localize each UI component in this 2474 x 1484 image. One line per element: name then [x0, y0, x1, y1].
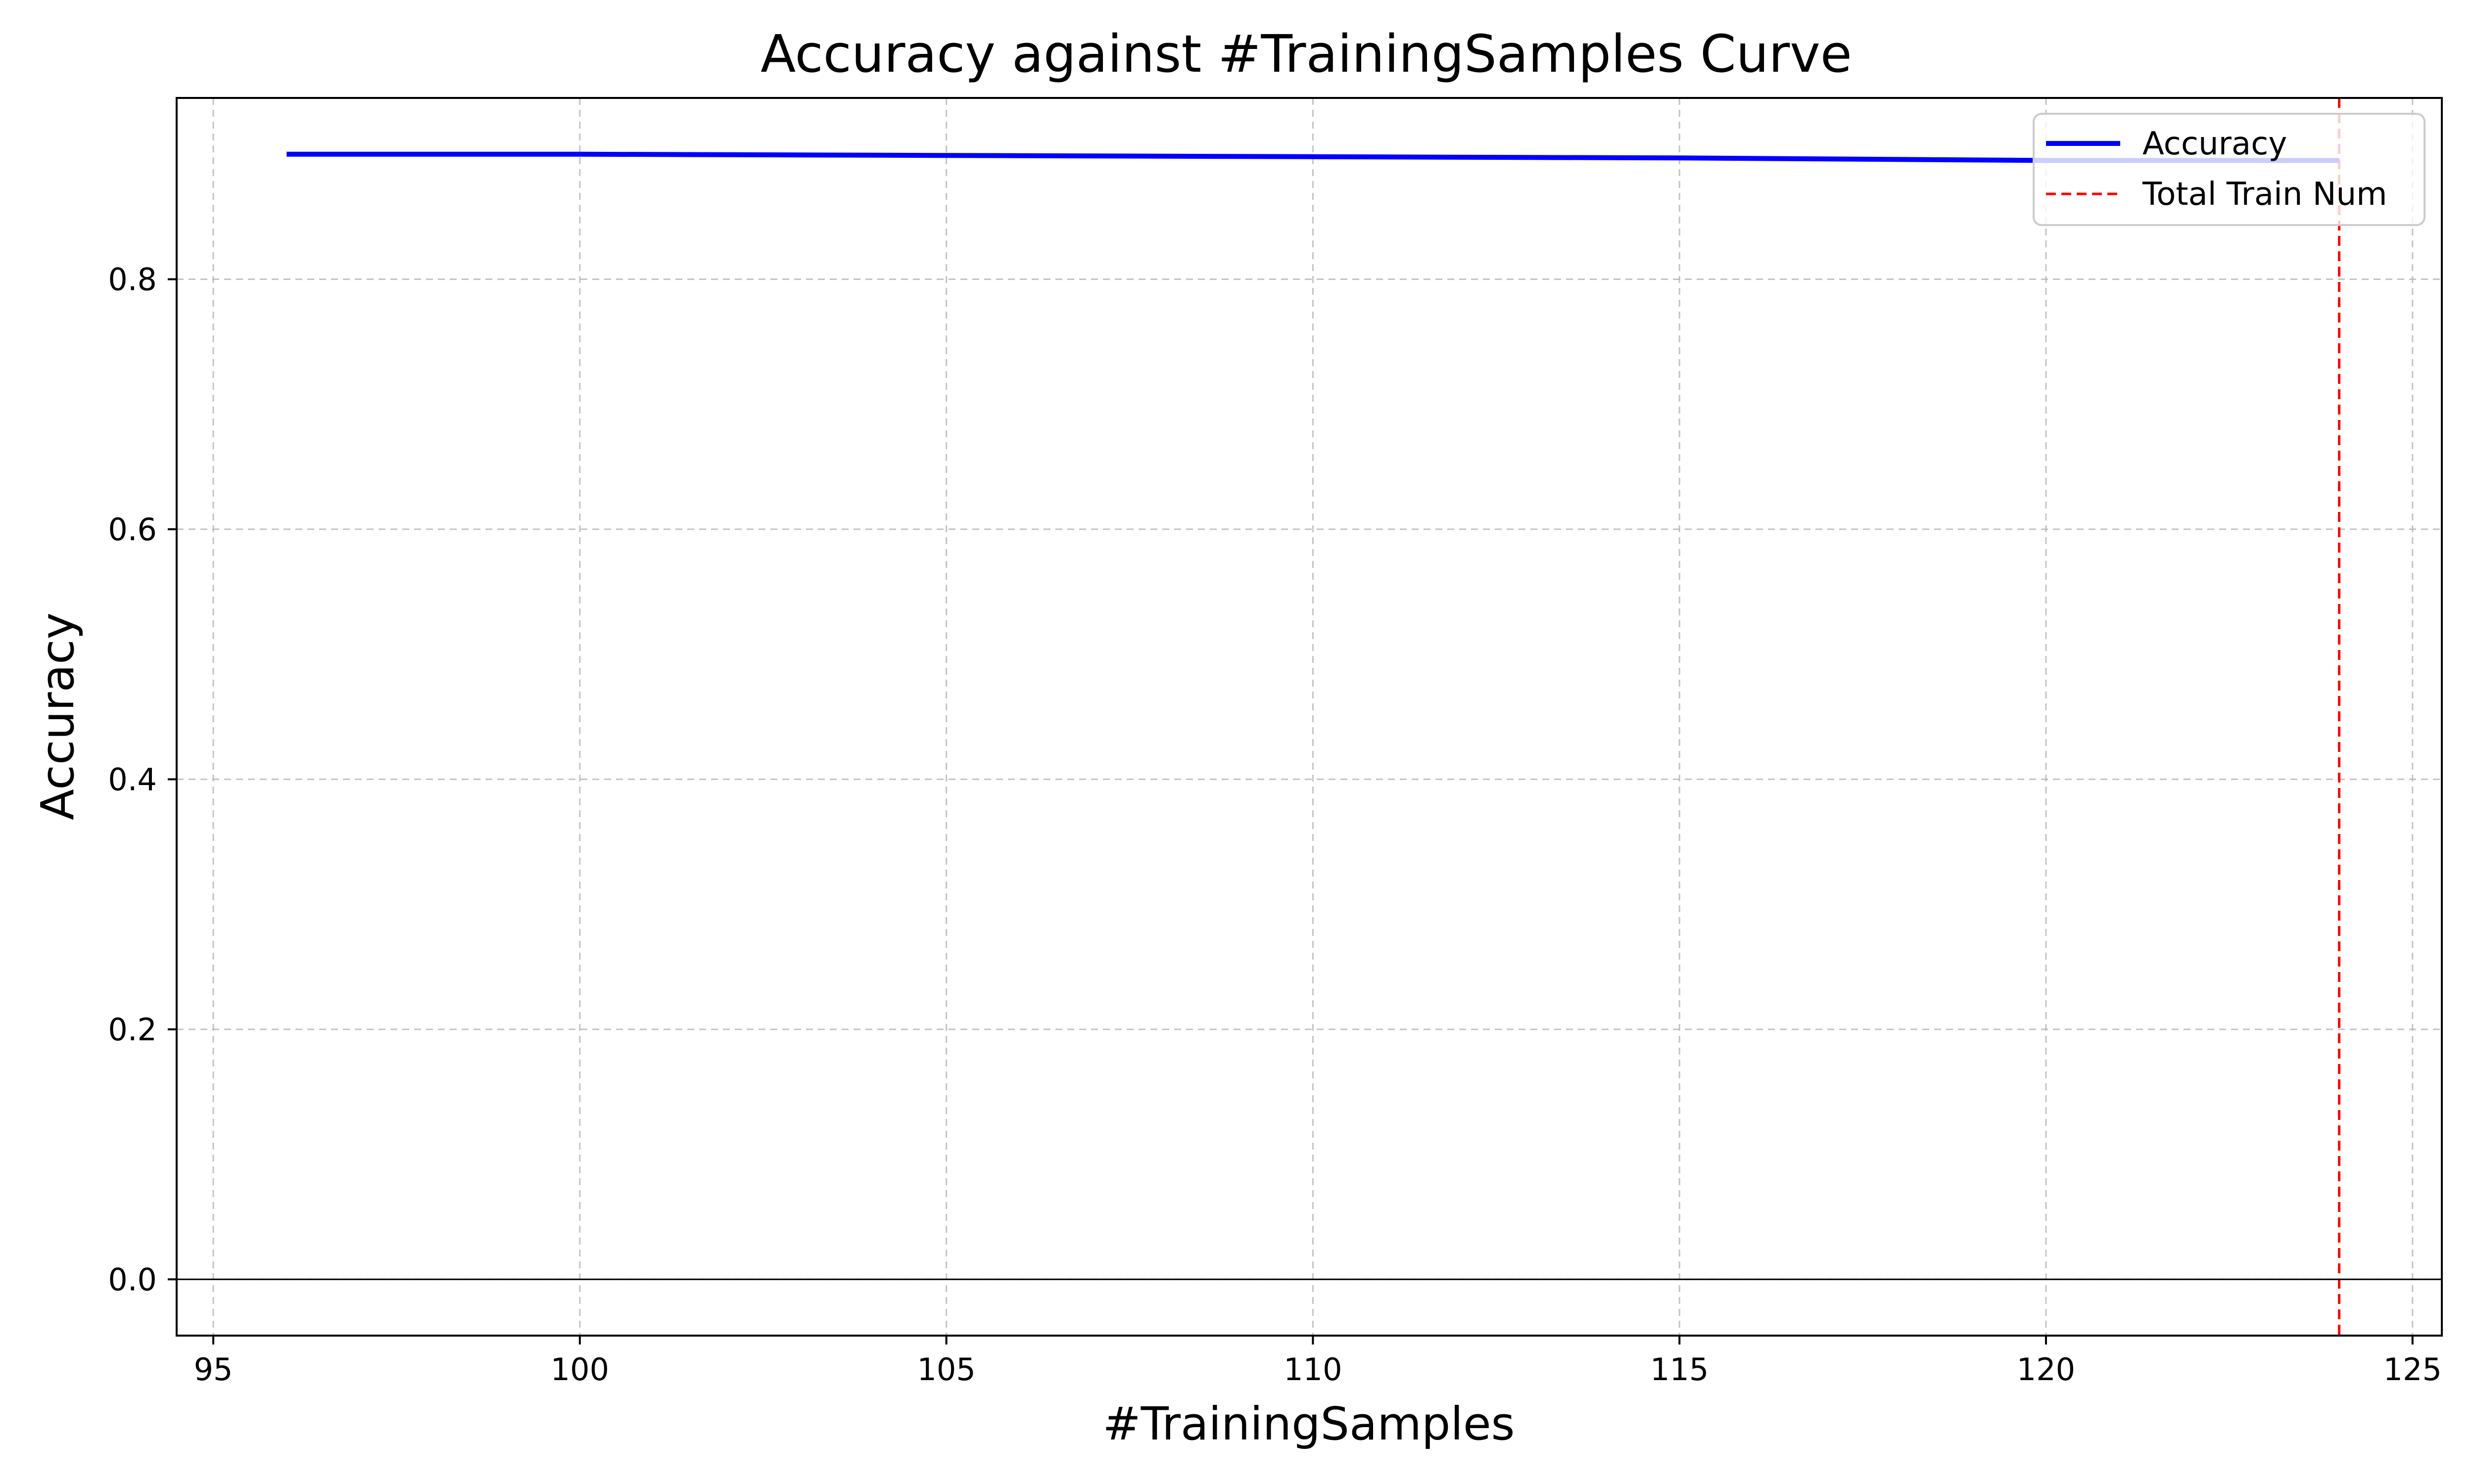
x-tick-label: 120	[2017, 1351, 2075, 1388]
y-tick-label: 0.6	[108, 511, 157, 548]
x-tick-label: 100	[551, 1351, 609, 1388]
y-axis-ticks: 0.0 0.2 0.4 0.6 0.8	[108, 261, 177, 1298]
y-tick-label: 0.2	[108, 1012, 157, 1048]
y-tick-label: 0.0	[108, 1261, 157, 1298]
plot-frame	[176, 97, 2443, 1337]
x-tick-label: 95	[194, 1351, 233, 1388]
x-tick-label: 110	[1284, 1351, 1342, 1388]
reference-lines	[177, 98, 2442, 1336]
y-axis-label: Accuracy	[31, 612, 84, 820]
x-tick-label: 115	[1650, 1351, 1709, 1388]
chart-title: Accuracy against #TrainingSamples Curve	[761, 24, 1852, 84]
x-axis-label: #TrainingSamples	[1103, 1397, 1515, 1450]
x-axis-ticks: 95 100 105 110 115 120 125	[194, 1336, 2442, 1388]
x-tick-label: 105	[917, 1351, 975, 1388]
y-tick-label: 0.8	[108, 261, 157, 297]
legend-box	[2033, 113, 2426, 226]
y-tick-label: 0.4	[108, 761, 157, 797]
legend-accuracy-label: Accuracy	[2142, 126, 2287, 162]
legend: Accuracy Total Train Num	[2033, 113, 2426, 226]
legend-total-train-label: Total Train Num	[2142, 176, 2387, 213]
x-tick-label: 125	[2383, 1351, 2442, 1388]
